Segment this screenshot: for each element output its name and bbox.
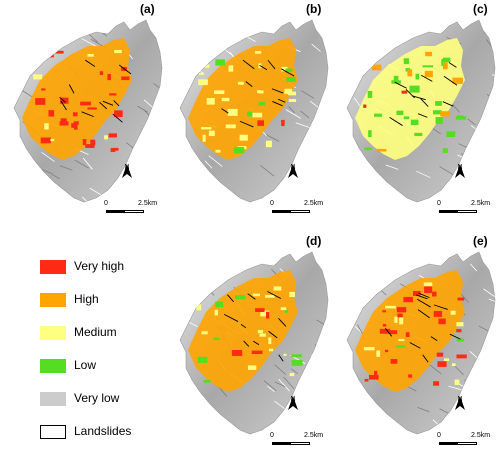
legend-item-landslides: Landslides (40, 423, 200, 441)
arrow-glyph (455, 164, 465, 178)
scale-segment (439, 210, 457, 213)
scale-segment (124, 210, 144, 213)
map-panel-e: (e) N 0 2.5km (333, 232, 499, 452)
legend-label: Very low (74, 391, 120, 405)
panel-label: (a) (140, 2, 155, 16)
legend-label: High (74, 292, 99, 306)
swatch-high (40, 293, 66, 307)
scale-segment (439, 442, 457, 445)
scale-end-label: 2.5km (304, 200, 324, 207)
scale-segment (290, 442, 310, 445)
scale-end-label: 2.5km (138, 200, 158, 207)
north-arrow-icon: N (453, 396, 467, 410)
scale-bar: 0 2.5km (270, 432, 350, 448)
scale-bar: 0 2.5km (437, 200, 500, 216)
legend-label: Very high (74, 259, 125, 273)
map-svg (179, 251, 329, 435)
scale-zero-label: 0 (104, 200, 108, 207)
map-panel-a: (a) N 0 2.5km (0, 0, 166, 220)
legend-label: Landslides (74, 424, 132, 438)
map-svg (346, 19, 496, 203)
scale-segment (457, 442, 477, 445)
scale-zero-label: 0 (437, 432, 441, 439)
legend-item-low: Low (40, 357, 200, 375)
swatch-landslides (40, 425, 66, 439)
map-panel-c: (c) N 0 2.5km (333, 0, 499, 220)
scale-zero-label: 0 (270, 200, 274, 207)
legend-item-high: High (40, 291, 200, 309)
legend-item-medium: Medium (40, 324, 200, 342)
legend-item-very-low: Very low (40, 390, 200, 408)
scale-bar: 0 2.5km (270, 200, 350, 216)
swatch-very-high (40, 260, 66, 274)
hazard-layer (355, 38, 467, 160)
legend-item-very-high: Very high (40, 258, 200, 276)
panel-label: (d) (306, 234, 322, 248)
scale-bar: 0 2.5km (437, 432, 500, 448)
legend-label: Medium (74, 325, 117, 339)
scale-bar: 0 2.5km (104, 200, 184, 216)
north-arrow-icon: N (453, 164, 467, 178)
scale-segment (272, 210, 290, 213)
swatch-low (40, 359, 66, 373)
hazard-layer (188, 270, 303, 392)
north-arrow-icon: N (286, 396, 300, 410)
scale-end-label: 2.5km (471, 432, 491, 439)
scale-segment (290, 210, 310, 213)
north-arrow-icon: N (120, 164, 134, 178)
arrow-glyph (455, 396, 465, 410)
scale-zero-label: 0 (270, 432, 274, 439)
hazard-layer (355, 270, 467, 392)
north-arrow-icon: N (286, 164, 300, 178)
panel-label: (e) (473, 234, 488, 248)
hazard-layer (22, 38, 132, 160)
scale-segment (106, 210, 124, 213)
legend-label: Low (74, 358, 97, 372)
map-panel-d: (d) N 0 2.5km (166, 232, 332, 452)
scale-end-label: 2.5km (471, 200, 491, 207)
scale-zero-label: 0 (437, 200, 441, 207)
map-panel-b: (b) N 0 2.5km (166, 0, 332, 220)
swatch-medium (40, 326, 66, 340)
panel-label: (b) (306, 2, 322, 16)
panel-label: (c) (473, 2, 488, 16)
map-svg (179, 19, 329, 203)
map-svg (346, 251, 496, 435)
hazard-layer (188, 38, 298, 160)
scale-end-label: 2.5km (304, 432, 324, 439)
swatch-very-low (40, 392, 66, 406)
arrow-glyph (288, 396, 298, 410)
arrow-glyph (122, 164, 132, 178)
map-svg (13, 19, 163, 203)
scale-segment (457, 210, 477, 213)
arrow-glyph (288, 164, 298, 178)
scale-segment (272, 442, 290, 445)
